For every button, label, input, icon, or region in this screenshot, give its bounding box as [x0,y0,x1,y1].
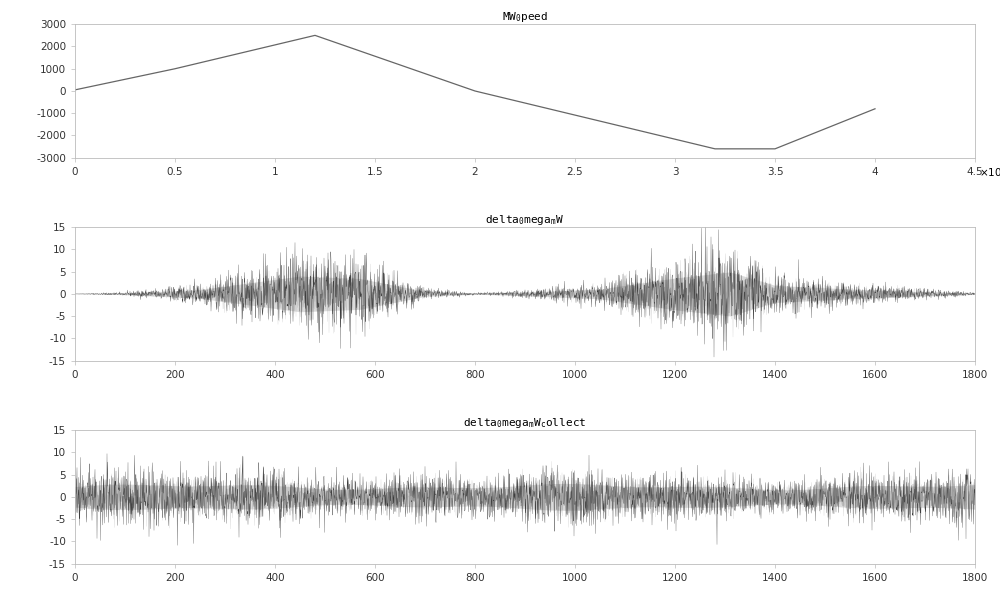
Title: delta$_\mathregular{0}$mega$_\mathregular{m}$W: delta$_\mathregular{0}$mega$_\mathregula… [485,213,565,227]
Title: MW$_\mathregular{0}$peed: MW$_\mathregular{0}$peed [502,10,548,24]
Title: delta$_\mathregular{0}$mega$_\mathregular{m}$W$_\mathregular{c}$ollect: delta$_\mathregular{0}$mega$_\mathregula… [463,416,587,430]
Text: $\times 10^4$: $\times 10^4$ [979,165,1000,179]
